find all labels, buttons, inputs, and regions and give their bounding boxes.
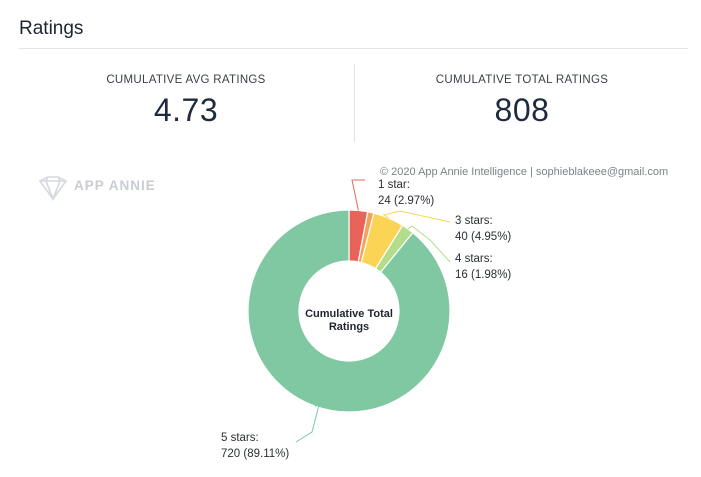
slice-value-1-star: 24 (2.97%) [378,195,434,207]
diamond-logo-icon [38,176,68,202]
slice-label-3-star: 3 stars: [455,215,493,227]
connector-4-star [407,225,451,263]
watermark-text: APP ANNIE [74,178,156,193]
title-divider [19,48,688,49]
section-title: Ratings [19,18,84,39]
avg-ratings-stat: CUMULATIVE AVG RATINGS 4.73 [26,74,346,129]
total-ratings-stat: CUMULATIVE TOTAL RATINGS 808 [362,74,682,129]
connector-1-star [351,179,365,211]
donut-hole [299,261,399,361]
slice-label-5-star: 5 stars: [221,432,259,444]
connector-3-star [382,210,451,223]
total-ratings-label: CUMULATIVE TOTAL RATINGS [435,74,609,86]
label-connectors [295,179,451,443]
slice-label-1-star: 1 star: [378,179,410,191]
slice-value-5-star: 720 (89.11%) [221,448,289,460]
avg-ratings-label: CUMULATIVE AVG RATINGS [106,74,266,86]
stats-divider [354,64,355,142]
center-label-line-2: Ratings [329,321,369,333]
copyright-credit: © 2020 App Annie Intelligence | sophiebl… [380,166,668,178]
center-label-line-1: Cumulative Total [305,308,393,320]
donut-slices [247,209,451,413]
connector-5-star [295,404,320,443]
slice-labels: 1 star: 24 (2.97%) 3 stars: 40 (4.95%) 4 sta… [221,179,511,460]
total-ratings-value: 808 [494,92,550,128]
avg-ratings-value: 4.73 [153,92,219,128]
slice-value-3-star: 40 (4.95%) [455,231,511,243]
slice-label-4-star: 4 stars: [455,253,493,265]
slice-value-4-star: 16 (1.98%) [455,269,511,281]
